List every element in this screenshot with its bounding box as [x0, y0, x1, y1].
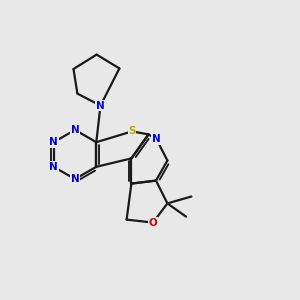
Text: N: N	[70, 125, 80, 135]
Text: S: S	[128, 126, 136, 136]
Text: N: N	[96, 100, 105, 111]
Text: O: O	[148, 218, 158, 228]
Text: N: N	[152, 134, 161, 145]
Text: N: N	[49, 162, 58, 172]
Text: N: N	[70, 174, 80, 184]
Text: N: N	[49, 137, 58, 147]
